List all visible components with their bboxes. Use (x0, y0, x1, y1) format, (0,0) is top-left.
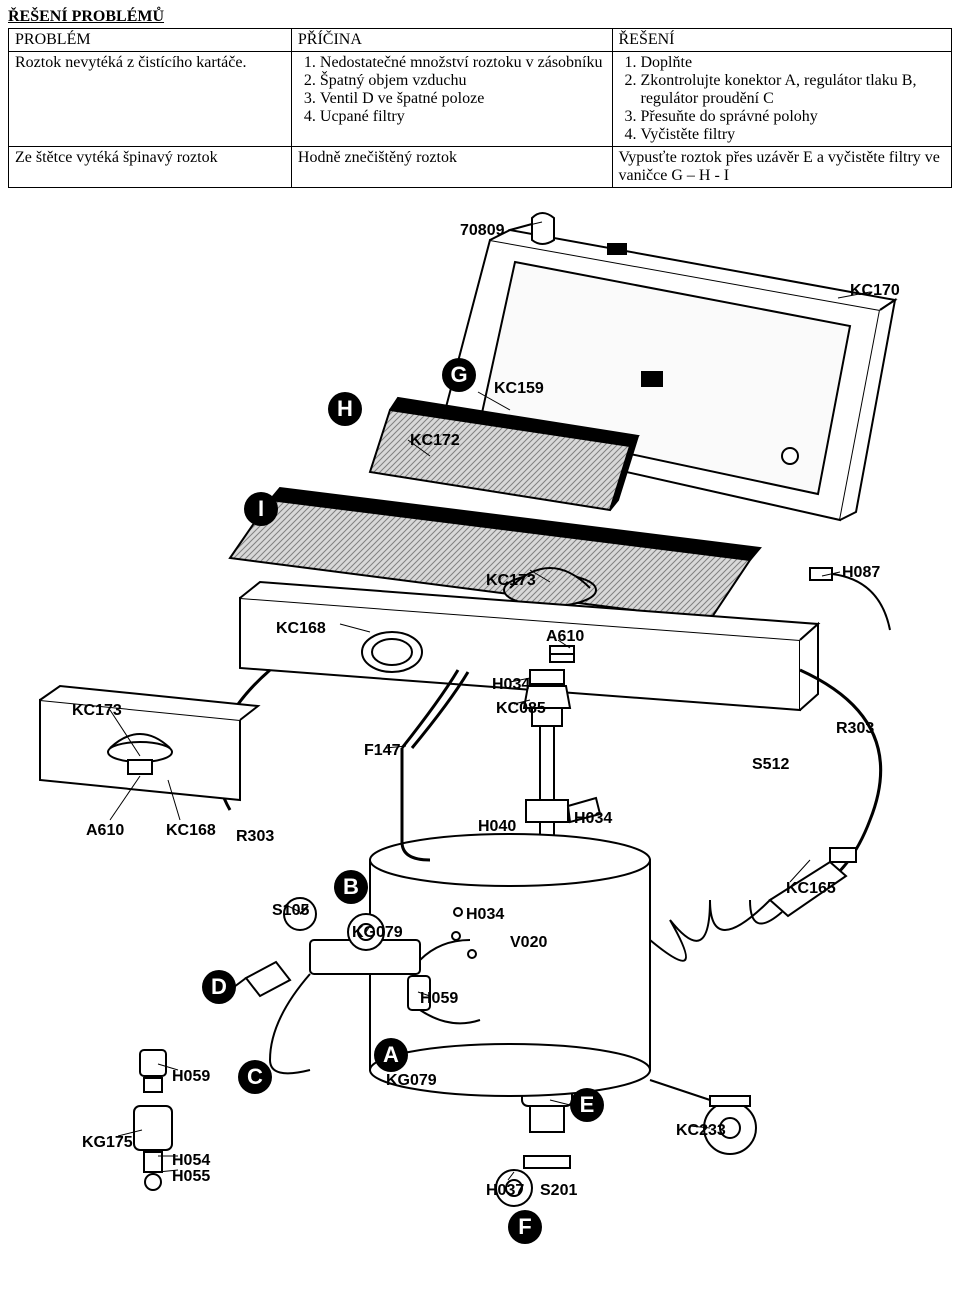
part-label: S201 (540, 1182, 577, 1200)
table-row: Roztok nevytéká z čistícího kartáče. Ned… (9, 52, 952, 147)
part-label: 70809 (460, 222, 505, 240)
part-label: H034 (466, 906, 504, 924)
letter-badge: I (244, 492, 278, 526)
troubleshooting-table: PROBLÉM PŘÍČINA ŘEŠENÍ Roztok nevytéká z… (8, 28, 952, 188)
part-label: KG079 (352, 924, 403, 942)
part-label: S512 (752, 756, 789, 774)
solution-item: Přesuňte do správné polohy (641, 108, 946, 126)
part-label: H055 (172, 1168, 210, 1186)
part-label: H087 (842, 564, 880, 582)
th-problem: PROBLÉM (9, 29, 292, 52)
part-label: KC170 (850, 282, 900, 300)
letter-badge: E (570, 1088, 604, 1122)
part-label: A610 (86, 822, 124, 840)
part-label: V020 (510, 934, 547, 952)
letter-badge: H (328, 392, 362, 426)
letter-badge: A (374, 1038, 408, 1072)
part-label: KC168 (166, 822, 216, 840)
part-label: KC173 (72, 702, 122, 720)
exploded-diagram: 70809 KC170 KC159 KC172 KC173 H087 KC168 A610 H0… (10, 200, 950, 1260)
th-cause: PŘÍČINA (291, 29, 612, 52)
part-label: H059 (420, 990, 458, 1008)
cause-item: Ucpané filtry (320, 108, 606, 126)
cause-item: Ventil D ve špatné poloze (320, 90, 606, 108)
part-label: H034 (492, 676, 530, 694)
part-label: H040 (478, 818, 516, 836)
th-solution: ŘEŠENÍ (612, 29, 952, 52)
cell-solution: Doplňte Zkontrolujte konektor A, regulát… (612, 52, 952, 147)
part-label: KC173 (486, 572, 536, 590)
cell-cause: Hodně znečištěný roztok (291, 147, 612, 188)
part-label: KC168 (276, 620, 326, 638)
part-label: R303 (836, 720, 874, 738)
cell-problem: Roztok nevytéká z čistícího kartáče. (9, 52, 292, 147)
part-label: H034 (574, 810, 612, 828)
part-label: KG079 (386, 1072, 437, 1090)
part-label: KC085 (496, 700, 546, 718)
part-label: R303 (236, 828, 274, 846)
part-label: H059 (172, 1068, 210, 1086)
cell-solution: Vypusťte roztok přes uzávěr E a vyčistět… (612, 147, 952, 188)
part-label: F147 (364, 742, 400, 760)
part-label: KC172 (410, 432, 460, 450)
diagram-svg (10, 200, 950, 1260)
part-label: KC159 (494, 380, 544, 398)
cell-problem: Ze štětce vytéká špinavý roztok (9, 147, 292, 188)
solution-item: Vyčistěte filtry (641, 126, 946, 144)
part-label: H037 (486, 1182, 524, 1200)
cell-cause: Nedostatečné množství roztoku v zásobník… (291, 52, 612, 147)
solution-item: Zkontrolujte konektor A, regulátor tlaku… (641, 72, 946, 108)
letter-badge: C (238, 1060, 272, 1094)
part-label: S105 (272, 902, 309, 920)
letter-badge: B (334, 870, 368, 904)
part-label: A610 (546, 628, 584, 646)
table-row: Ze štětce vytéká špinavý roztok Hodně zn… (9, 147, 952, 188)
cause-item: Špatný objem vzduchu (320, 72, 606, 90)
letter-badge: F (508, 1210, 542, 1244)
part-label: KC233 (676, 1122, 726, 1140)
letter-badge: G (442, 358, 476, 392)
section-title: ŘEŠENÍ PROBLÉMŮ (8, 8, 952, 26)
part-label: KC165 (786, 880, 836, 898)
cause-item: Nedostatečné množství roztoku v zásobník… (320, 54, 606, 72)
part-label: KG175 (82, 1134, 133, 1152)
solution-item: Doplňte (641, 54, 946, 72)
letter-badge: D (202, 970, 236, 1004)
